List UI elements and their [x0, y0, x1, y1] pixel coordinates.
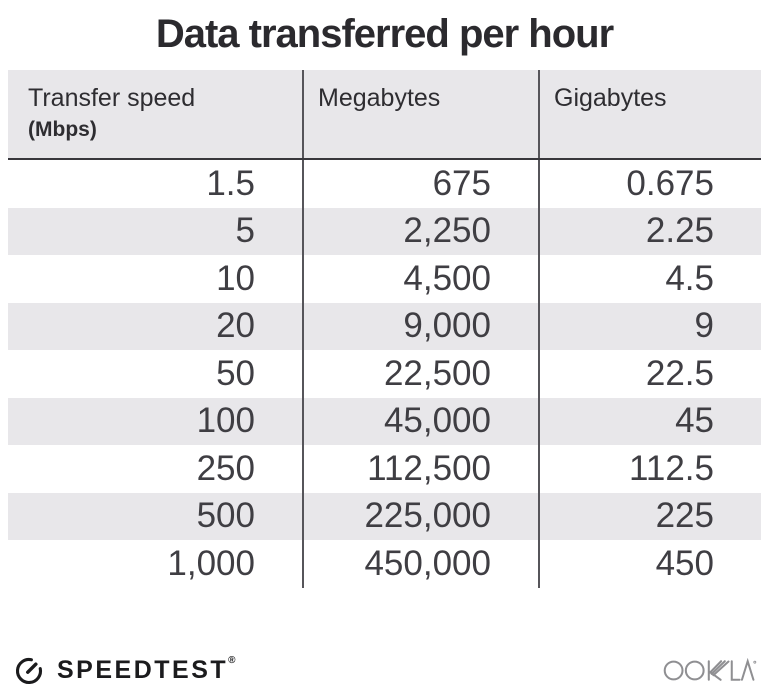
table-cell: 225,000 [302, 492, 538, 540]
ookla-wordmark [663, 657, 757, 681]
table-row: 20 9,000 9 [8, 302, 761, 350]
table-cell: 1,000 [167, 543, 255, 583]
ookla-logo: OOKLA [663, 657, 757, 683]
table-cell: 5 [235, 211, 255, 251]
table-row: 500 225,000 225 [8, 492, 761, 540]
table-cell: 45,000 [302, 397, 538, 445]
chart-title: Data transferred per hour [155, 12, 614, 56]
table-row: 50 22,500 22.5 [8, 350, 761, 398]
table-row: 250 112,500 112.5 [8, 445, 761, 493]
table-cell: 50 [216, 353, 255, 393]
table-header-row: Transfer speed (Mbps) Megabytes Gigabyte… [8, 70, 761, 160]
table-cell: 225 [538, 492, 761, 540]
column-header-label: Megabytes [318, 84, 441, 112]
ookla-letter-l [730, 659, 741, 681]
speedtest-logo: SPEEDTEST® [14, 655, 236, 685]
ookla-letter-o1 [663, 660, 684, 680]
table-cell: 450,000 [302, 540, 538, 588]
table-cell: 100 [196, 401, 255, 441]
column-header-gigabytes: Gigabytes [538, 70, 761, 158]
table-cell: 9 [538, 302, 761, 350]
table-cell: 9,000 [302, 302, 538, 350]
table-row: 10 4,500 4.5 [8, 255, 761, 303]
data-table: Transfer speed (Mbps) Megabytes Gigabyte… [8, 70, 761, 588]
column-header-label: Transfer speed [28, 84, 196, 112]
table-cell: 112,500 [302, 445, 538, 493]
ookla-letter-a [740, 657, 755, 681]
table-cell: 500 [196, 496, 255, 536]
column-header-megabytes: Megabytes [302, 70, 538, 158]
table-cell: 2.25 [538, 207, 761, 255]
table-cell: 10 [216, 258, 255, 298]
table-row: 1,000 450,000 450 [8, 540, 761, 588]
table-cell: 675 [302, 160, 538, 208]
speedtest-wordmark: SPEEDTEST® [57, 654, 236, 684]
table-row: 100 45,000 45 [8, 397, 761, 445]
table-cell: 2,250 [302, 207, 538, 255]
registered-mark: ® [228, 654, 236, 666]
ookla-letter-k [707, 659, 730, 681]
table-cell: 250 [196, 448, 255, 488]
table-body: 1.5 675 0.675 5 2,250 2.25 10 4,500 4.5 20 9,000 9 5… [8, 160, 761, 588]
registered-mark [753, 660, 757, 664]
table-cell: 22,500 [302, 350, 538, 398]
ookla-letter-o2 [684, 660, 705, 680]
table-cell: 112.5 [538, 445, 761, 493]
footer: SPEEDTEST® OOKLA [14, 648, 757, 692]
column-header-unit: (Mbps) [28, 118, 97, 141]
table-row: 1.5 675 0.675 [8, 160, 761, 208]
table-cell: 4,500 [302, 255, 538, 303]
table-cell: 450 [538, 540, 761, 588]
column-header-transfer-speed: Transfer speed (Mbps) [8, 70, 302, 158]
speedtest-gauge-icon [15, 657, 43, 685]
table-cell: 1.5 [206, 163, 255, 203]
table-cell: 0.675 [538, 160, 761, 208]
column-header-label: Gigabytes [554, 84, 667, 112]
table-cell: 20 [216, 306, 255, 346]
table-cell: 4.5 [538, 255, 761, 303]
table-row: 5 2,250 2.25 [8, 207, 761, 255]
table-cell: 45 [538, 397, 761, 445]
table-cell: 22.5 [538, 350, 761, 398]
